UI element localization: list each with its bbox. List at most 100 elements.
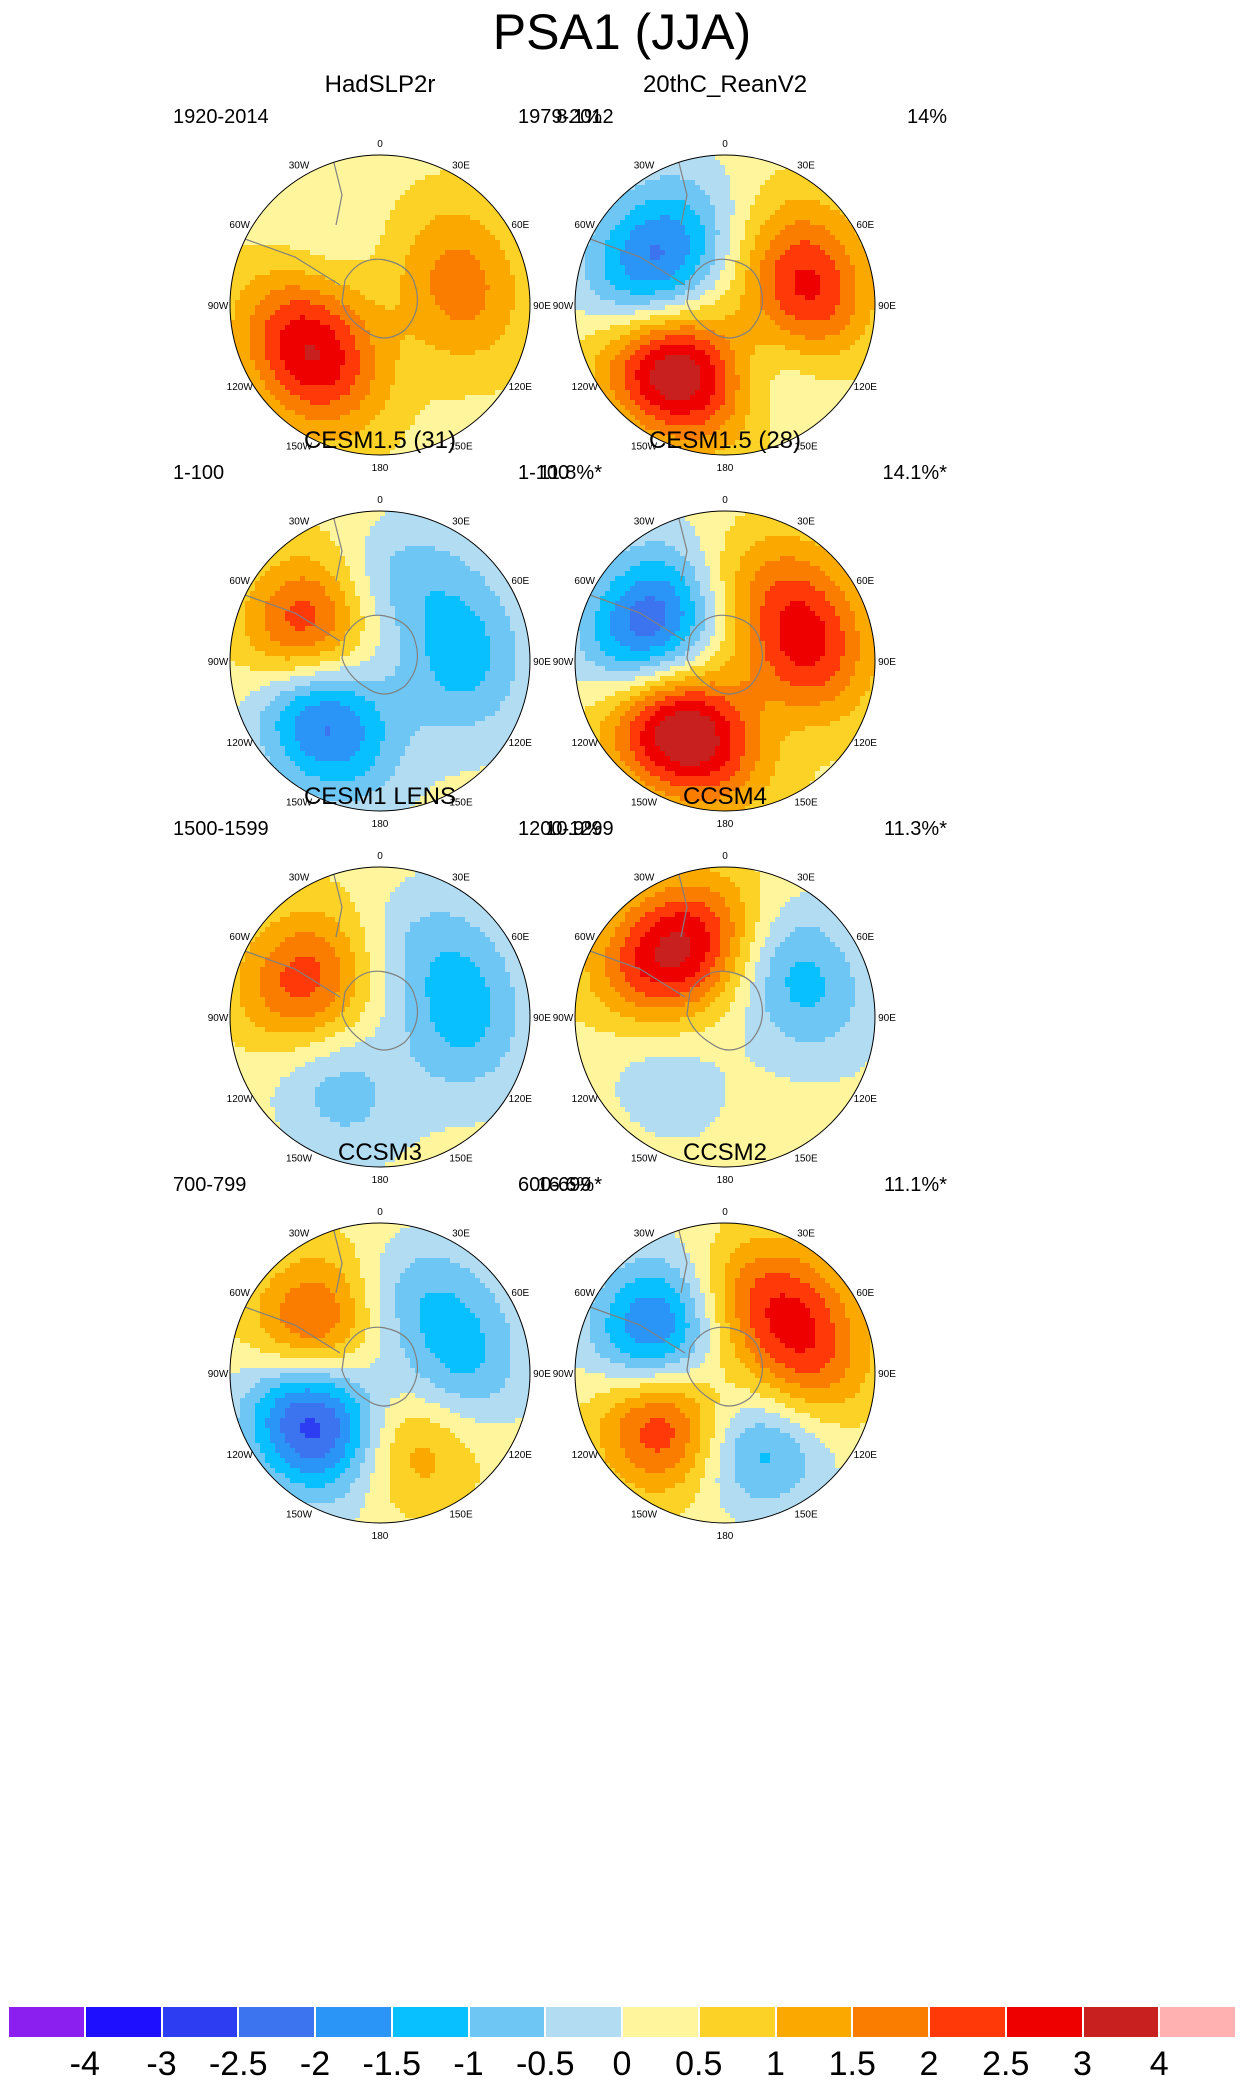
contour-cell [835, 611, 856, 617]
contour-cell [230, 1032, 336, 1038]
contour-cell [670, 1423, 691, 1429]
contour-cell [430, 912, 451, 918]
contour-cell [630, 741, 641, 747]
contour-cell [820, 701, 861, 707]
contour-cell [575, 255, 586, 261]
contour-cell [380, 516, 441, 522]
contour-cell [830, 230, 856, 236]
contour-cell [715, 1022, 746, 1028]
contour-cell [660, 942, 691, 948]
contour-cell [250, 636, 271, 642]
contour-cell [230, 1418, 236, 1424]
contour-cell [760, 957, 771, 963]
contour-cell [380, 751, 406, 757]
contour-cell [340, 987, 356, 993]
contour-cell [775, 1398, 806, 1404]
longitude-label: 180 [717, 1531, 734, 1542]
contour-cell [860, 1388, 875, 1394]
map-border [229, 154, 531, 456]
contour-cell [710, 340, 731, 346]
contour-cell [510, 1358, 530, 1364]
contour-cell [840, 1293, 861, 1299]
contour-cell [375, 521, 451, 527]
contour-cell [610, 230, 631, 236]
contour-cell [490, 1288, 511, 1294]
contour-cell [740, 681, 791, 687]
contour-cell [265, 626, 296, 632]
contour-cell [820, 972, 851, 978]
contour-cell [690, 1423, 701, 1429]
contour-cell [655, 907, 711, 913]
contour-cell [710, 195, 731, 201]
contour-cell [575, 701, 596, 707]
contour-cell [230, 1057, 316, 1063]
contour-cell [405, 1027, 436, 1033]
contour-cell [270, 1007, 326, 1013]
contour-cell [650, 370, 701, 376]
contour-cell [330, 1373, 421, 1379]
contour-cell [425, 1293, 456, 1299]
contour-cell [490, 656, 516, 662]
contour-cell [575, 1333, 591, 1339]
contour-cell [735, 1293, 751, 1299]
contour-cell [250, 576, 261, 582]
contour-cell [390, 596, 426, 602]
contour-cell [365, 1493, 391, 1499]
contour-cell [790, 972, 821, 978]
contour-cell [685, 1318, 701, 1324]
contour-cell [350, 1523, 411, 1529]
contour-cell [265, 340, 281, 346]
contour-cell [615, 1092, 726, 1098]
contour-cell [640, 1433, 676, 1439]
contour-cell [700, 541, 726, 547]
contour-cell [265, 330, 281, 336]
contour-cell [620, 756, 636, 762]
contour-cell [735, 962, 746, 968]
contour-cell [780, 1428, 806, 1434]
contour-cell [605, 952, 621, 958]
contour-cell [620, 400, 636, 406]
contour-cell [620, 220, 646, 226]
contour-cell [750, 410, 771, 416]
contour-cell [590, 1328, 606, 1334]
contour-cell [730, 942, 741, 948]
contour-cell [420, 1298, 461, 1304]
contour-cell [740, 240, 756, 246]
contour-cell [645, 882, 736, 888]
contour-cell [720, 666, 751, 672]
contour-cell [430, 656, 491, 662]
contour-cell [805, 601, 831, 607]
contour-cell [575, 1012, 621, 1018]
contour-cell [575, 676, 636, 682]
panel-variance: 14.1%* [882, 462, 948, 484]
contour-cell [705, 250, 716, 256]
contour-cell [630, 290, 656, 296]
contour-cell [405, 430, 471, 436]
contour-cell [320, 516, 381, 522]
contour-cell [645, 200, 686, 206]
contour-cell [370, 591, 391, 597]
contour-cell [245, 1092, 276, 1098]
contour-cell [230, 646, 256, 652]
contour-cell [635, 987, 691, 993]
contour-cell [480, 1278, 506, 1284]
contour-cell [230, 350, 236, 356]
contour-cell [590, 947, 606, 953]
contour-cell [690, 1368, 726, 1374]
contour-cell [750, 947, 761, 953]
contour-cell [755, 541, 816, 547]
contour-cell [415, 1142, 471, 1148]
contour-cell [435, 957, 471, 963]
contour-cell [635, 631, 656, 637]
colorbar-tick-label: -4 [69, 2045, 100, 2083]
contour-cell [870, 320, 875, 326]
contour-cell [815, 1318, 831, 1324]
contour-cell [650, 771, 676, 777]
contour-cell [760, 190, 831, 196]
contour-cell [230, 1378, 261, 1384]
contour-cell [325, 1403, 346, 1409]
contour-cell [635, 185, 701, 191]
contour-cell [825, 1037, 875, 1043]
contour-cell [625, 912, 646, 918]
contour-cell [760, 917, 776, 923]
